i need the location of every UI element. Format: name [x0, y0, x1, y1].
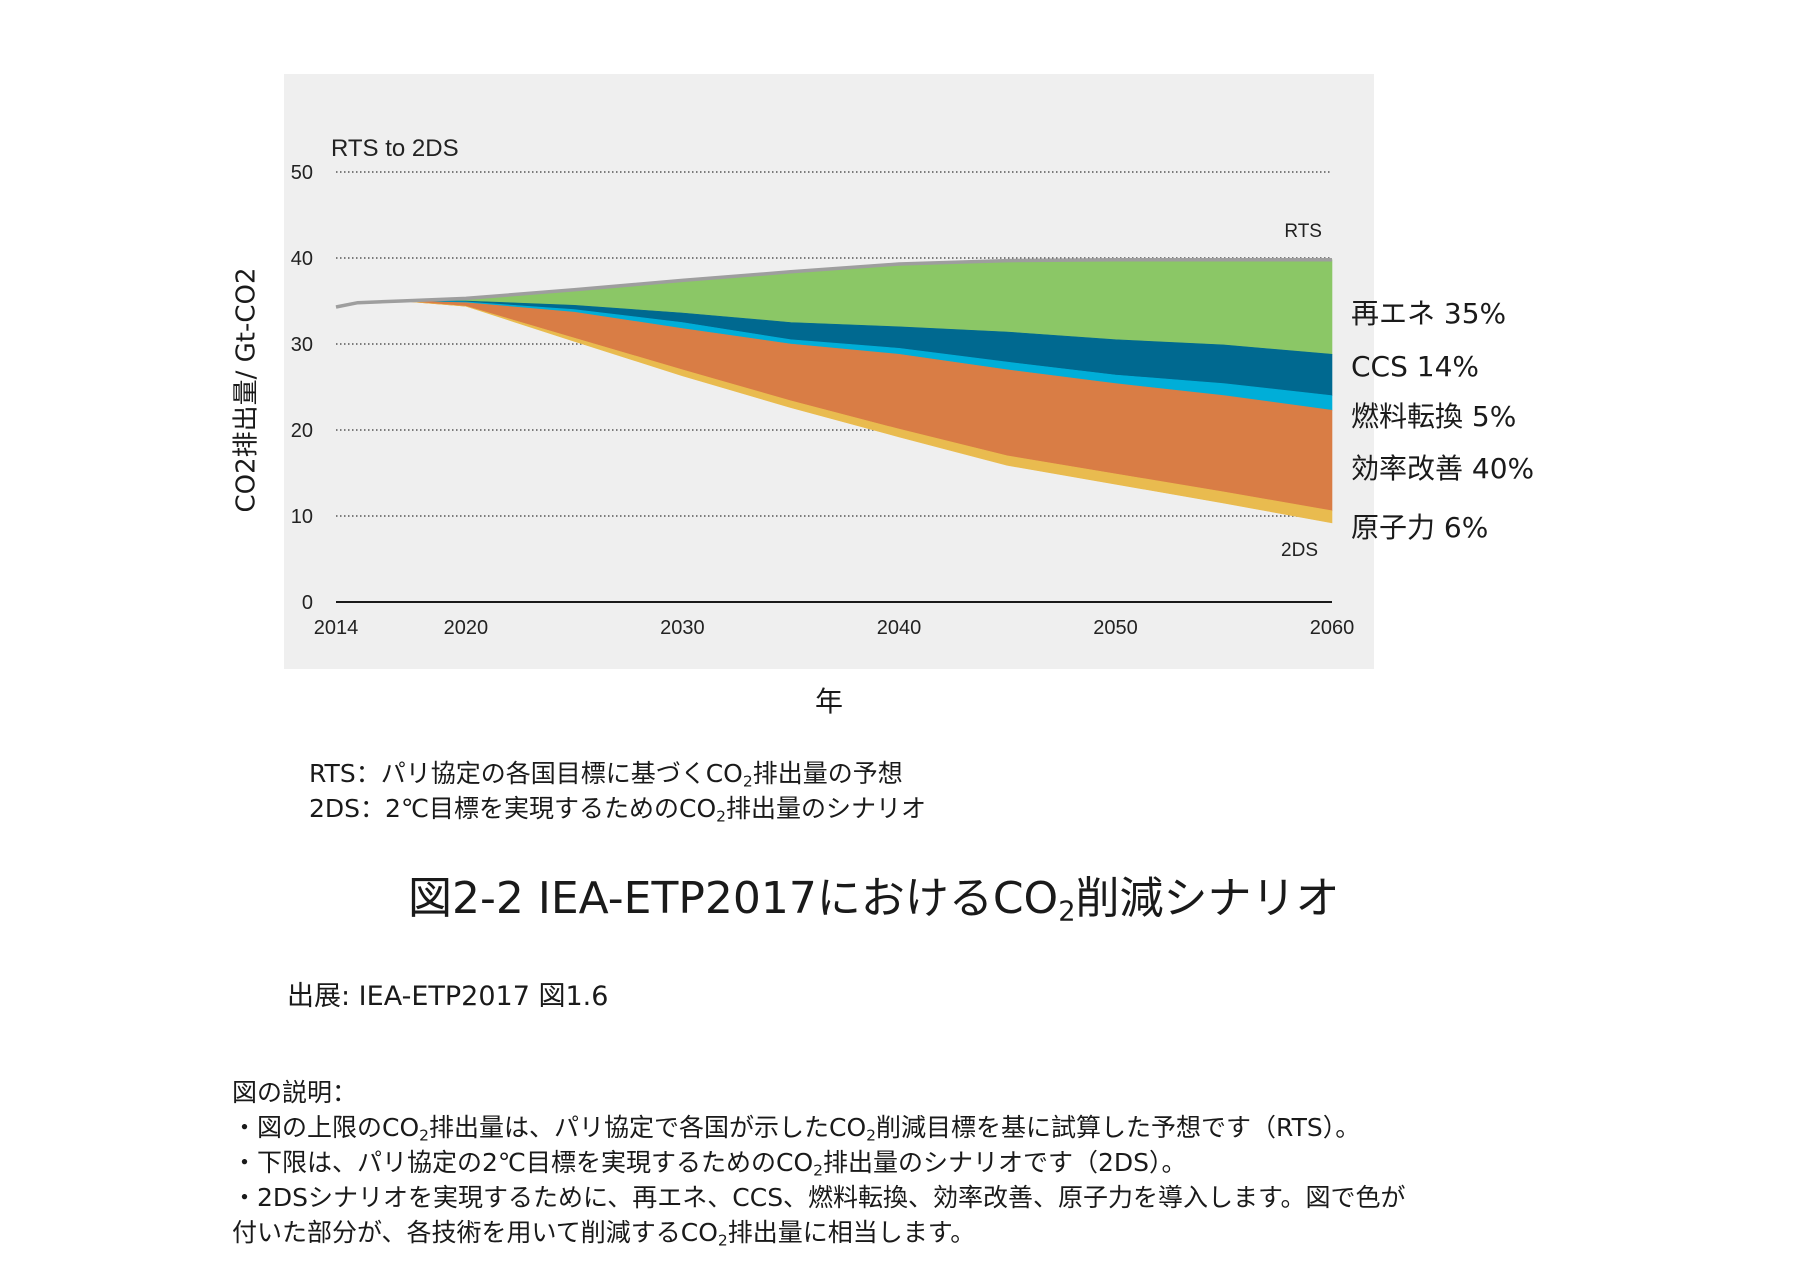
note-2ds: 2DS：2℃目標を実現するためのCO2排出量のシナリオ — [309, 789, 926, 825]
note-2ds-key: 2DS — [309, 794, 361, 823]
x-axis-title: 年 — [815, 685, 844, 718]
caption-text-end: 削減シナリオ — [1075, 873, 1340, 924]
explanation-line-1-a: ・図の上限のCO — [232, 1113, 420, 1142]
note-rts-text: パリ協定の各国目標に基づくCO — [380, 759, 743, 788]
rts-line-label: RTS — [1284, 221, 1322, 242]
explanation-line-4: 付いた部分が、各技術を用いて削減するCO2排出量に相当します。 — [232, 1213, 975, 1249]
explanation-line-4-a: 付いた部分が、各技術を用いて削減するCO — [232, 1218, 718, 1247]
explanation-line-2-sub: 2 — [813, 1161, 823, 1180]
rts-line — [335, 257, 1332, 309]
explanation-line-1-sub-1: 2 — [419, 1126, 430, 1145]
note-2ds-text: 2℃目標を実現するためのCO — [385, 794, 717, 823]
x-tick-label-2014: 2014 — [314, 617, 359, 639]
x-tick-label-2060: 2060 — [1310, 617, 1355, 639]
2ds-line-label: 2DS — [1281, 540, 1318, 561]
note-rts: RTS：パリ協定の各国目標に基づくCO2排出量の予想 — [309, 754, 903, 790]
x-tick-label-2050: 2050 — [1093, 617, 1138, 639]
y-tick-label-50: 50 — [291, 162, 313, 184]
chart-bands — [335, 259, 1333, 524]
explanation-line-4-sub: 2 — [717, 1231, 728, 1250]
band-4 — [335, 300, 1333, 524]
explanation-line-1: ・図の上限のCO2排出量は、パリ協定で各国が示したCO2削減目標を基に試算した予… — [232, 1108, 1360, 1144]
note-2ds-colon: ： — [360, 794, 386, 823]
y-tick-label-10: 10 — [291, 506, 313, 528]
explanation-line-2: ・下限は、パリ協定の2℃目標を実現するためのCO2排出量のシナリオです（2DS）… — [232, 1143, 1187, 1179]
y-tick-label-20: 20 — [291, 420, 313, 442]
explanation-line-3: ・2DSシナリオを実現するために、再エネ、CCS、燃料転換、効率改善、原子力を導… — [232, 1183, 1406, 1212]
note-rts-colon: ： — [355, 759, 381, 788]
panel-title: RTS to 2DS — [331, 135, 459, 162]
note-rts-text-end: 排出量の予想 — [752, 759, 903, 788]
label-nuclear: 原子力 6% — [1351, 511, 1489, 544]
caption-subscript: 2 — [1058, 896, 1076, 928]
label-fuel-switching: 燃料転換 5% — [1351, 400, 1517, 433]
label-efficiency: 効率改善 40% — [1351, 452, 1535, 485]
explanation-line-1-sub-2: 2 — [866, 1126, 877, 1145]
label-renewables: 再エネ 35% — [1351, 297, 1507, 330]
y-tick-label-0: 0 — [302, 592, 313, 614]
explanation-line-1-c: 削減目標を基に試算した予想です（RTS）。 — [876, 1113, 1361, 1142]
y-axis-title: CO2排出量/ Gt-CO2 — [231, 267, 262, 513]
explanation-line-2-b: 排出量のシナリオです（2DS）。 — [823, 1148, 1187, 1177]
note-2ds-text-end: 排出量のシナリオ — [726, 794, 927, 823]
y-tick-label-30: 30 — [291, 334, 313, 356]
caption-text: 図2-2 IEA-ETP2017におけるCO — [408, 873, 1059, 924]
source-citation: 出展: IEA-ETP2017 図1.6 — [287, 981, 609, 1012]
note-rts-key: RTS — [309, 759, 356, 788]
explanation-line-4-b: 排出量に相当します。 — [727, 1218, 976, 1247]
x-tick-label-2020: 2020 — [444, 617, 489, 639]
explanation-line-1-b: 排出量は、パリ協定で各国が示したCO — [429, 1113, 867, 1142]
note-2ds-subscript: 2 — [716, 807, 727, 826]
label-ccs: CCS 14% — [1351, 350, 1480, 383]
chart-lines — [335, 257, 1332, 309]
y-tick-label-40: 40 — [291, 248, 313, 270]
explanation-line-2-a: ・下限は、パリ協定の2℃目標を実現するためのCO — [232, 1148, 814, 1177]
x-tick-label-2040: 2040 — [877, 617, 922, 639]
explanation-heading: 図の説明： — [232, 1078, 358, 1107]
figure-caption: 図2-2 IEA-ETP2017におけるCO2削減シナリオ — [408, 862, 1340, 928]
x-tick-label-2030: 2030 — [660, 617, 705, 639]
note-rts-subscript: 2 — [742, 772, 753, 791]
